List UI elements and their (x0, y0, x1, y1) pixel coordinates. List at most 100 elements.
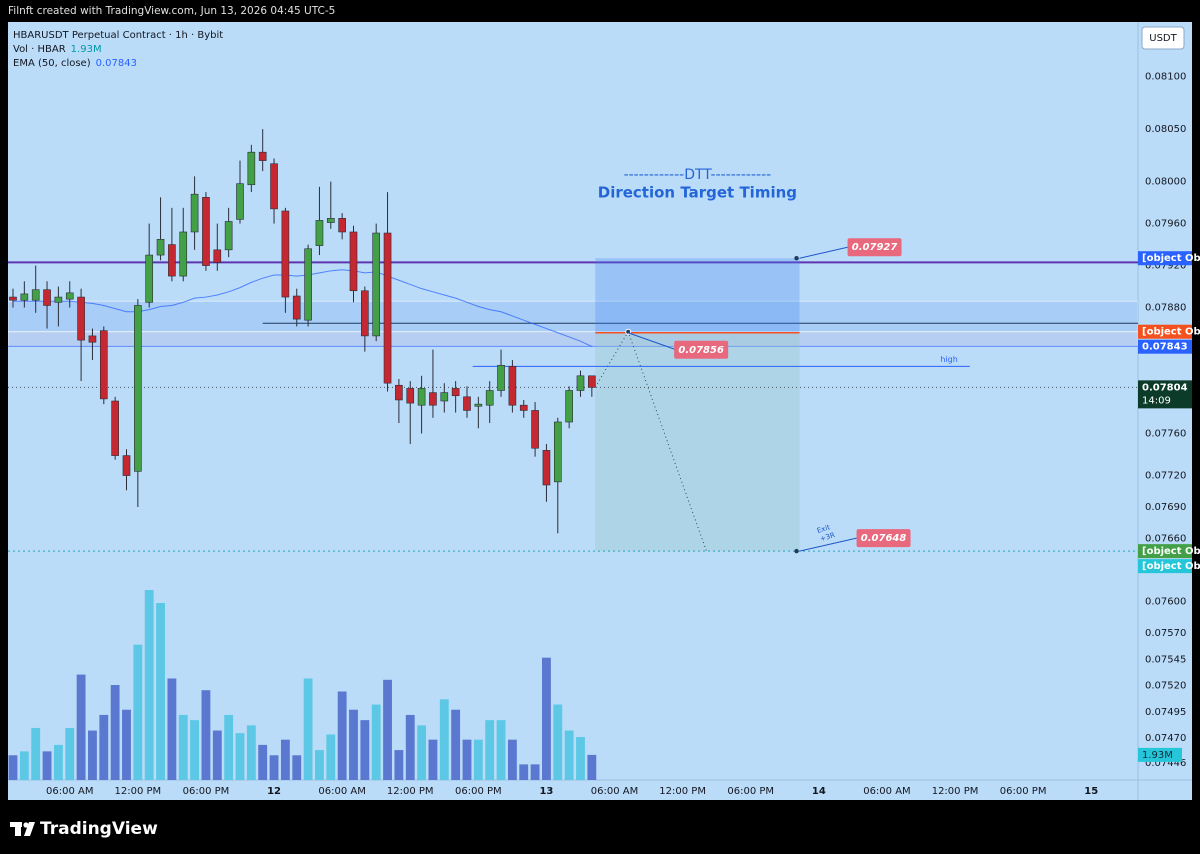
attribution: Filnft created with TradingView.com, Jun… (8, 5, 335, 17)
volume-bar (167, 678, 177, 780)
volume-bar (65, 727, 75, 780)
volume-legend-value: 1.93M (71, 44, 102, 55)
candle-body (519, 404, 528, 411)
price-label: 0.07856 (678, 345, 724, 356)
volume-bar (280, 739, 290, 780)
volume-bar (473, 739, 483, 780)
y-tick-label: 0.07570 (1145, 628, 1186, 639)
axis-price-label: [object Object] (1142, 546, 1200, 557)
candle-body (565, 390, 573, 423)
volume-bar (99, 714, 109, 780)
candle-body (372, 232, 381, 337)
volume-bar (122, 709, 131, 780)
x-tick-label: 06:00 AM (863, 786, 910, 797)
candle-body (122, 455, 131, 476)
y-tick-label: 0.07760 (1145, 429, 1186, 440)
volume-bar (530, 764, 540, 780)
candle-body (88, 335, 97, 343)
price-label-box (856, 529, 911, 548)
volume-bar (349, 709, 358, 780)
x-tick-label: 06:00 AM (46, 786, 93, 797)
ema-legend-name: EMA (50, close) (13, 58, 91, 69)
candle-body (111, 400, 119, 456)
volume-bar (564, 730, 574, 780)
candle-body (247, 151, 256, 186)
price-label: 0.07648 (861, 533, 907, 544)
candle-body (270, 163, 278, 210)
candle-body (576, 375, 585, 391)
volume-bar (156, 603, 165, 780)
logo-part (15, 822, 21, 836)
x-tick-label: 06:00 PM (1000, 786, 1047, 797)
y-tick-label: 0.07545 (1145, 654, 1186, 665)
candle-body (429, 392, 437, 406)
volume-bar (507, 739, 517, 780)
candle-body (553, 421, 562, 483)
y-tick-label: 0.07470 (1145, 733, 1186, 744)
volume-bar (144, 590, 154, 780)
candle-body (395, 384, 403, 401)
candle-body (474, 403, 483, 407)
zone (8, 331, 1138, 347)
candle-body (213, 249, 222, 263)
volume-bar (326, 734, 336, 780)
x-tick-label: 12:00 PM (659, 786, 706, 797)
candle-body (406, 388, 415, 404)
anchor-point (794, 548, 799, 554)
zone (8, 300, 1138, 333)
candle-body (43, 289, 51, 306)
volume-bar (201, 690, 211, 780)
axis-price-label: [object Object] (1142, 253, 1200, 264)
volume-bar (587, 754, 597, 780)
label-connector (799, 246, 848, 259)
label-connector (627, 332, 677, 351)
volume-bar (133, 644, 143, 780)
overlay: 0.08100 0.08050 0.08000 0.07960 0.07920 0.078… (46, 72, 1200, 797)
volume-bar (19, 751, 29, 780)
volume-bar (360, 720, 370, 780)
y-tick-label: 0.07690 (1145, 502, 1186, 513)
volume-bar (88, 730, 97, 780)
currency-button[interactable] (1141, 26, 1185, 50)
volume-bar (292, 755, 302, 780)
candle-body (361, 290, 369, 337)
axis-price-badge (1138, 380, 1192, 409)
candle-body (349, 231, 358, 292)
x-tick-label: 12:00 PM (387, 786, 434, 797)
ema-legend: EMA (50, close) 0.07843 (13, 58, 137, 69)
currency-label[interactable]: USDT (1149, 33, 1177, 44)
y-tick-label: 0.07520 (1145, 681, 1186, 692)
volume-bar (439, 699, 449, 780)
y-tick-label: 0.07720 (1145, 471, 1186, 482)
volume-bar (212, 730, 222, 780)
volume-badge (1138, 747, 1182, 762)
volume-bar (542, 657, 551, 780)
dtt-subtitle: Direction Target Timing (598, 184, 797, 202)
x-tick-label: 06:00 PM (727, 786, 774, 797)
volume-bar (485, 720, 495, 780)
candle-body (485, 390, 494, 406)
candle-body (9, 296, 17, 301)
x-tick-label: 12:00 PM (115, 786, 162, 797)
candle-body (179, 231, 188, 277)
volume-bar (269, 755, 279, 780)
volume-bar (405, 714, 415, 780)
volume-bar (337, 691, 347, 780)
candle-body (258, 151, 267, 161)
countdown-label: 14:09 (1142, 395, 1171, 406)
anchor-point (794, 256, 799, 261)
volume-bar (246, 725, 256, 780)
candle-body (531, 410, 539, 449)
candle-body (326, 218, 335, 223)
volume-bar (553, 704, 563, 780)
candle-body (292, 295, 301, 320)
axis-price-badge (1138, 544, 1192, 559)
candle-body (338, 218, 346, 233)
volume-bar (110, 685, 120, 780)
candle-body (508, 366, 517, 406)
axis-price-label: [object Object] (1142, 561, 1200, 572)
ema-line (12, 269, 593, 347)
logo-part (23, 822, 29, 828)
